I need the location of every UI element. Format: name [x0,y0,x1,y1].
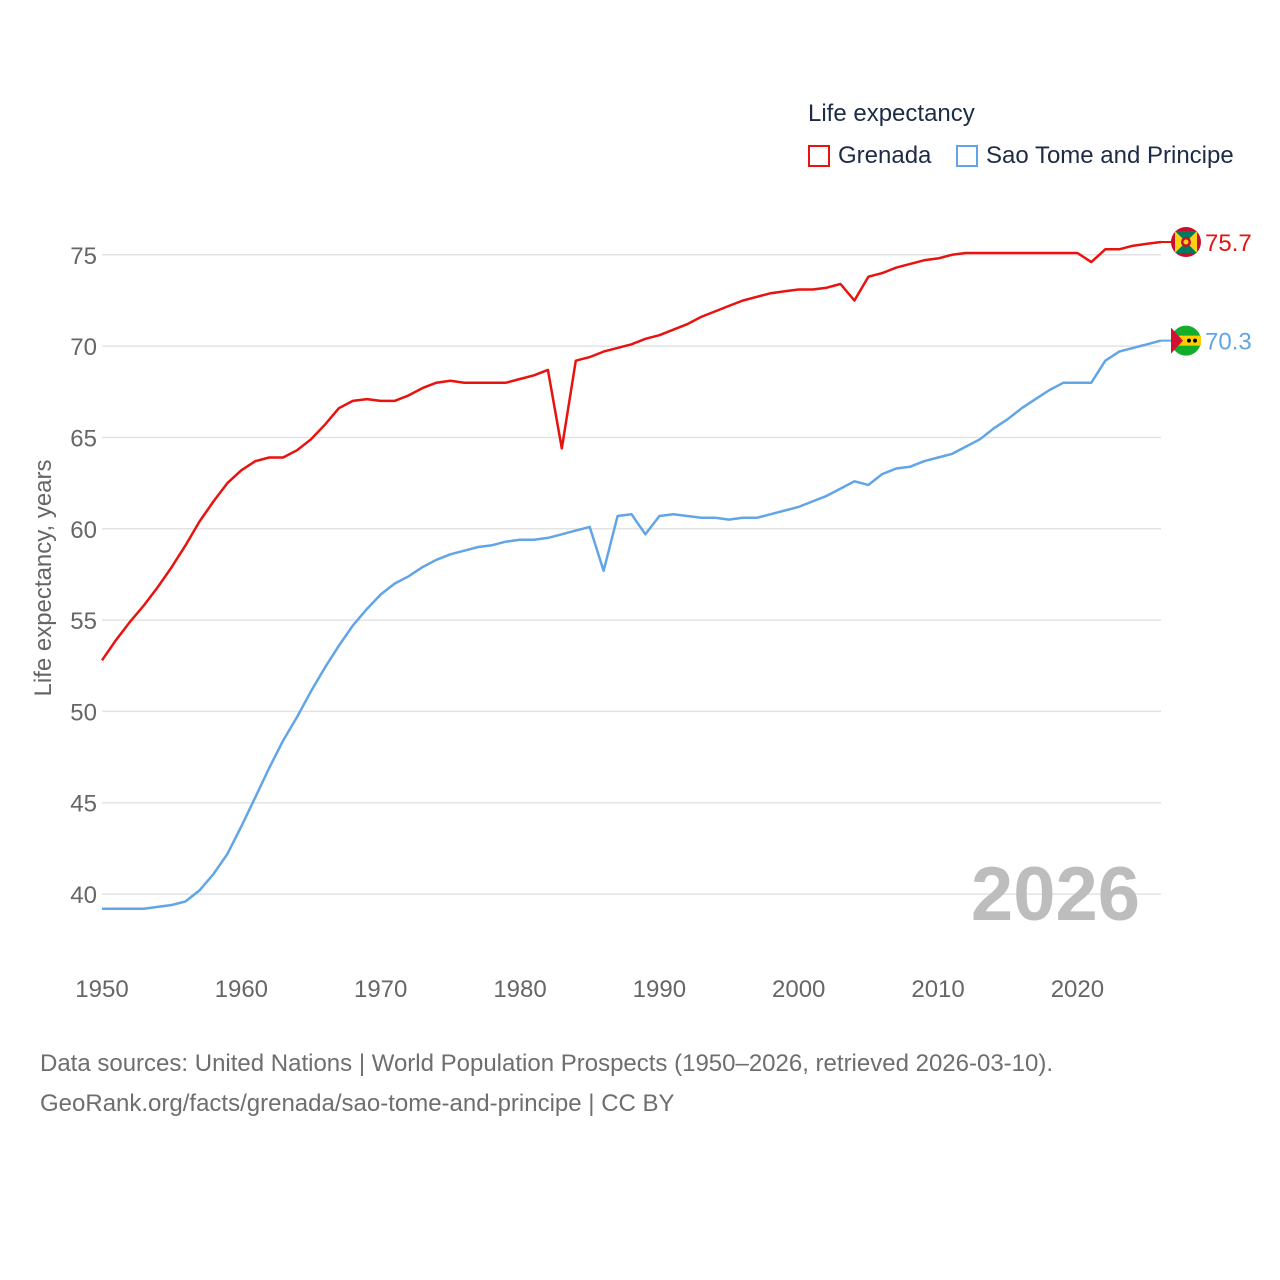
source-line-1: Data sources: United Nations | World Pop… [40,1050,1054,1077]
y-tick-label: 50 [70,699,97,726]
legend-label-sao-tome: Sao Tome and Principe [986,142,1234,169]
y-tick-label: 70 [70,334,97,361]
end-markers: 75.7 70.3 [1161,227,1252,356]
y-tick-label: 65 [70,425,97,452]
legend-title: Life expectancy [808,100,975,127]
year-watermark: 2026 [971,852,1140,937]
y-tick-label: 45 [70,791,97,818]
legend-label-grenada: Grenada [838,142,932,169]
flag-icon-sao-tome-and-principe [1171,325,1201,356]
legend-swatch-grenada [808,145,830,167]
x-tick-label: 1980 [493,976,546,1003]
flag-icon-grenada [1171,227,1201,258]
x-tick-label: 2010 [911,976,964,1003]
x-tick-label: 1950 [75,976,128,1003]
end-value-label-sao-tome-and-principe: 70.3 [1205,329,1252,356]
x-tick-label: 2000 [772,976,825,1003]
end-value-label-grenada: 75.7 [1205,230,1252,257]
x-tick-label: 1990 [633,976,686,1003]
legend-item-sao-tome[interactable]: Sao Tome and Principe [956,142,1234,170]
y-axis-ticks: 40 45 50 55 60 65 70 75 [70,243,97,909]
y-tick-label: 40 [70,882,97,909]
series-line-grenada[interactable] [100,240,1162,662]
y-tick-label: 75 [70,243,97,270]
data-source: Data sources: United Nations | World Pop… [40,1044,1053,1124]
gridlines [102,254,1161,895]
series-line-sao-tome-and-principe[interactable] [102,339,1162,910]
series-lines [100,240,1162,910]
x-tick-label: 2020 [1051,976,1104,1003]
x-axis-ticks: 1950 1960 1970 1980 1990 2000 2010 2020 [75,976,1104,1003]
y-tick-label: 55 [70,608,97,635]
y-axis-label: Life expectancy, years [30,459,57,696]
source-line-2[interactable]: GeoRank.org/facts/grenada/sao-tome-and-p… [40,1090,675,1117]
y-tick-label: 60 [70,517,97,544]
legend-item-grenada[interactable]: Grenada [808,142,931,170]
x-tick-label: 1960 [215,976,268,1003]
legend-swatch-sao-tome [956,145,978,167]
x-tick-label: 1970 [354,976,407,1003]
